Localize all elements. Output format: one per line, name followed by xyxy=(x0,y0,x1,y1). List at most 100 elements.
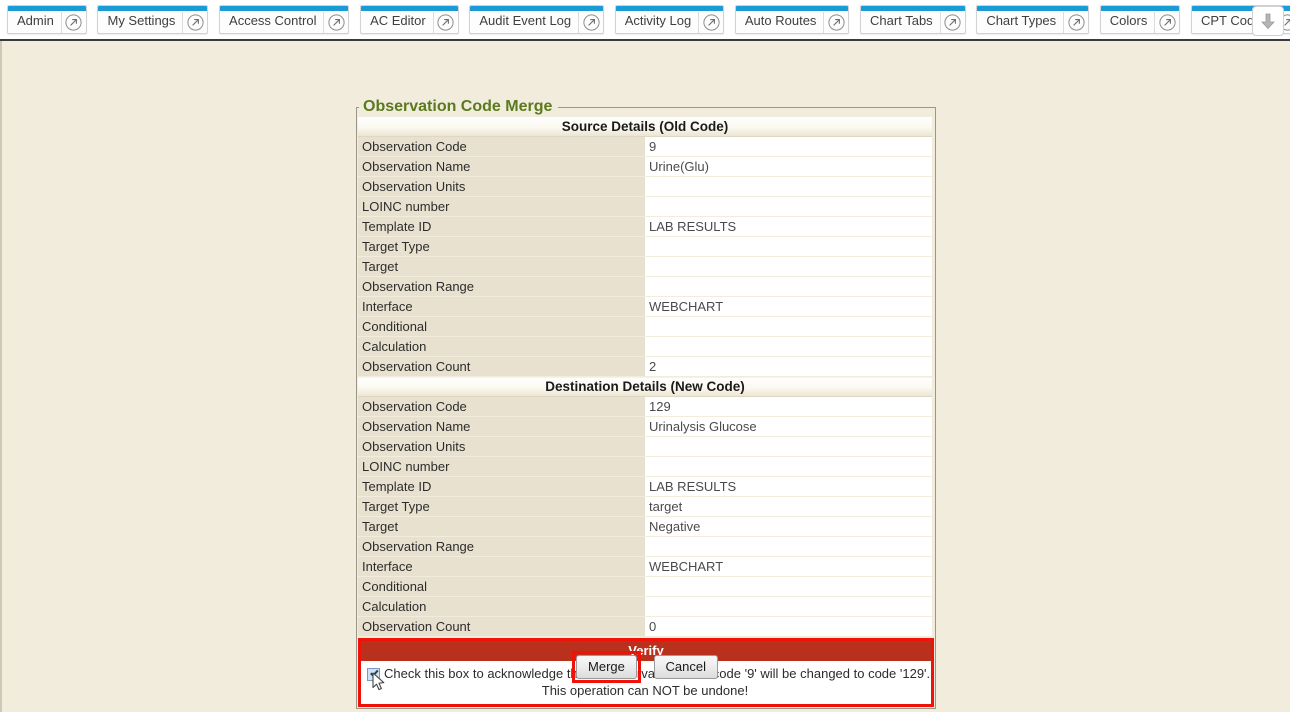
row-label: Interface xyxy=(358,296,645,317)
row-value xyxy=(645,576,932,597)
table-row: Interface WEBCHART xyxy=(358,296,932,317)
row-label: Observation Range xyxy=(358,536,645,557)
external-link-icon[interactable] xyxy=(1155,11,1179,33)
row-value: 0 xyxy=(645,616,932,637)
tab-label: Access Control xyxy=(229,13,317,28)
external-link-icon[interactable] xyxy=(699,11,723,33)
section-header-row: Source Details (Old Code) xyxy=(358,117,932,137)
tab-separator xyxy=(1154,12,1156,33)
tab-label: Chart Tabs xyxy=(870,13,933,28)
external-link-icon[interactable] xyxy=(579,11,603,33)
tab-separator xyxy=(432,12,434,33)
cancel-button[interactable]: Cancel xyxy=(653,655,718,679)
tab-access-control[interactable]: Access Control xyxy=(219,5,350,34)
table-row: Observation Name Urine(Glu) xyxy=(358,156,932,177)
row-label: Target Type xyxy=(358,496,645,517)
row-label: Observation Units xyxy=(358,436,645,457)
external-link-icon[interactable] xyxy=(183,11,207,33)
verify-header: Verify xyxy=(361,641,931,661)
table-row: LOINC number xyxy=(358,456,932,477)
tab-accent-bar xyxy=(361,6,458,11)
table-row: Template ID LAB RESULTS xyxy=(358,216,932,237)
merge-details-table: Source Details (Old Code) Observation Co… xyxy=(358,117,932,637)
tab-label: Activity Log xyxy=(624,13,692,28)
row-label: Target xyxy=(358,256,645,277)
row-label: Calculation xyxy=(358,596,645,617)
row-label: Observation Units xyxy=(358,176,645,197)
table-row: Interface WEBCHART xyxy=(358,556,932,577)
section-header-row: Destination Details (New Code) xyxy=(358,376,932,397)
tab-separator xyxy=(823,12,825,33)
tab-label: Colors xyxy=(1109,13,1148,28)
table-row: Observation Name Urinalysis Glucose xyxy=(358,416,932,437)
observation-code-merge-panel: Observation Code Merge Source Details (O… xyxy=(356,98,936,709)
tab-accent-bar xyxy=(861,6,965,11)
tab-label: Audit Event Log xyxy=(479,13,572,28)
row-label: Observation Range xyxy=(358,276,645,297)
tab-accent-bar xyxy=(977,6,1089,11)
merge-button[interactable]: Merge xyxy=(576,655,637,679)
tab-accent-bar xyxy=(1100,6,1180,11)
row-label: Observation Name xyxy=(358,156,645,177)
row-value xyxy=(645,436,932,457)
row-value xyxy=(645,196,932,217)
tab-bar: Admin My Settings Access Control AC Edit… xyxy=(0,0,1290,41)
table-row: Conditional xyxy=(358,316,932,337)
tab-accent-bar xyxy=(8,6,86,11)
tab-separator xyxy=(578,12,580,33)
row-value: WEBCHART xyxy=(645,296,932,317)
verify-text-2: This operation can NOT be undone! xyxy=(541,683,749,698)
table-row: Observation Count 0 xyxy=(358,616,932,637)
row-value xyxy=(645,316,932,337)
arrow-down-icon xyxy=(1261,13,1275,30)
tab-accent-bar xyxy=(735,6,849,11)
page-title: Observation Code Merge xyxy=(363,98,553,115)
external-link-icon[interactable] xyxy=(1064,11,1088,33)
tab-separator xyxy=(323,12,325,33)
tab-my-settings[interactable]: My Settings xyxy=(97,5,209,34)
row-label: Observation Code xyxy=(358,396,645,417)
table-row: Template ID LAB RESULTS xyxy=(358,476,932,497)
external-link-icon[interactable] xyxy=(434,11,458,33)
action-buttons: Merge Cancel xyxy=(356,651,934,683)
destination-section-header: Destination Details (New Code) xyxy=(358,376,932,397)
tab-label: CPT Codes xyxy=(1201,13,1268,28)
tab-label: AC Editor xyxy=(370,13,426,28)
tab-accent-bar xyxy=(615,6,724,11)
table-row: Observation Units xyxy=(358,436,932,457)
tab-audit-event-log[interactable]: Audit Event Log xyxy=(469,5,605,34)
row-label: Interface xyxy=(358,556,645,577)
row-value xyxy=(645,256,932,277)
tab-separator xyxy=(1063,12,1065,33)
external-link-icon[interactable] xyxy=(941,11,965,33)
table-row: Observation Code 129 xyxy=(358,396,932,417)
tab-admin[interactable]: Admin xyxy=(7,5,87,34)
tab-separator xyxy=(60,12,62,33)
tab-scroll-down-button[interactable] xyxy=(1252,6,1284,36)
table-row: LOINC number xyxy=(358,196,932,217)
row-label: Conditional xyxy=(358,316,645,337)
external-link-icon[interactable] xyxy=(324,11,348,33)
row-label: Calculation xyxy=(358,336,645,357)
table-row: Target Type xyxy=(358,236,932,257)
row-value: 9 xyxy=(645,136,932,157)
tab-ac-editor[interactable]: AC Editor xyxy=(360,5,459,34)
tab-accent-bar xyxy=(98,6,208,11)
row-value xyxy=(645,536,932,557)
external-link-icon[interactable] xyxy=(62,11,86,33)
tab-chart-types[interactable]: Chart Types xyxy=(976,5,1090,34)
tab-chart-tabs[interactable]: Chart Tabs xyxy=(860,5,966,34)
row-label: Observation Count xyxy=(358,356,645,377)
external-link-icon[interactable] xyxy=(824,11,848,33)
row-label: Template ID xyxy=(358,216,645,237)
row-label: Template ID xyxy=(358,476,645,497)
tab-accent-bar xyxy=(1192,6,1290,11)
row-label: Observation Name xyxy=(358,416,645,437)
tab-accent-bar xyxy=(220,6,349,11)
tab-colors[interactable]: Colors xyxy=(1099,5,1181,34)
tab-activity-log[interactable]: Activity Log xyxy=(614,5,725,34)
table-row: Target xyxy=(358,256,932,277)
tab-auto-routes[interactable]: Auto Routes xyxy=(734,5,850,34)
tab-label: Admin xyxy=(17,13,54,28)
table-row: Observation Range xyxy=(358,276,932,297)
